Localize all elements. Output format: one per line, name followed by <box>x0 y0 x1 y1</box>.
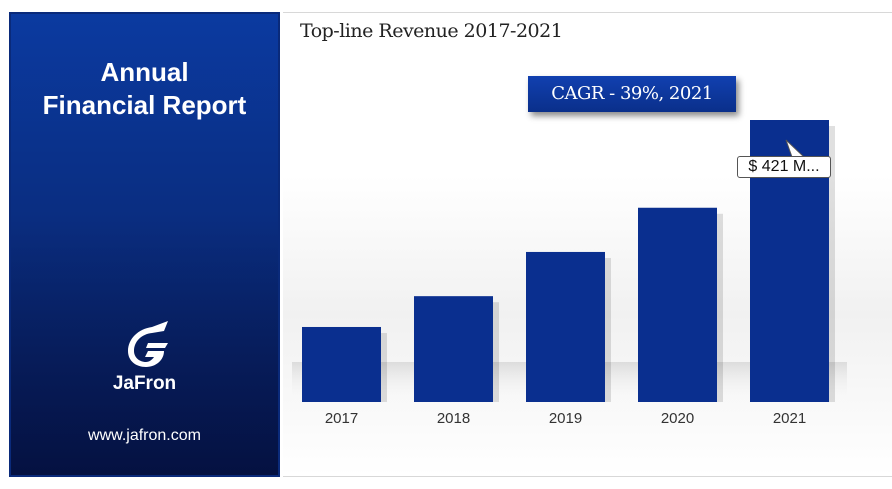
value-callout: $ 421 M... <box>737 156 831 178</box>
chart-title: Top-line Revenue 2017-2021 <box>300 20 563 42</box>
x-tick-label: 2021 <box>773 410 806 427</box>
report-title-line2: Financial Report <box>42 90 247 120</box>
sidebar-panel: Annual Financial Report JaFron www.jafro… <box>9 12 280 477</box>
report-title-line1: Annual <box>100 57 189 87</box>
bar-2019 <box>526 251 605 402</box>
jafron-logo-icon <box>128 321 168 367</box>
x-tick-label: 2019 <box>549 410 582 427</box>
report-title: Annual Financial Report <box>11 56 278 122</box>
cagr-badge: CAGR - 39%, 2021 <box>528 76 736 112</box>
x-tick-label: 2018 <box>437 410 470 427</box>
callout-pointer-icon <box>785 139 806 158</box>
bar-2018 <box>414 296 493 402</box>
logo-name: JaFron <box>112 373 177 394</box>
website-link[interactable]: www.jafron.com <box>88 427 201 444</box>
x-tick-label: 2020 <box>661 410 694 427</box>
x-tick-label: 2017 <box>325 410 358 427</box>
bar-2017 <box>302 326 381 402</box>
bar-2020 <box>638 207 717 402</box>
